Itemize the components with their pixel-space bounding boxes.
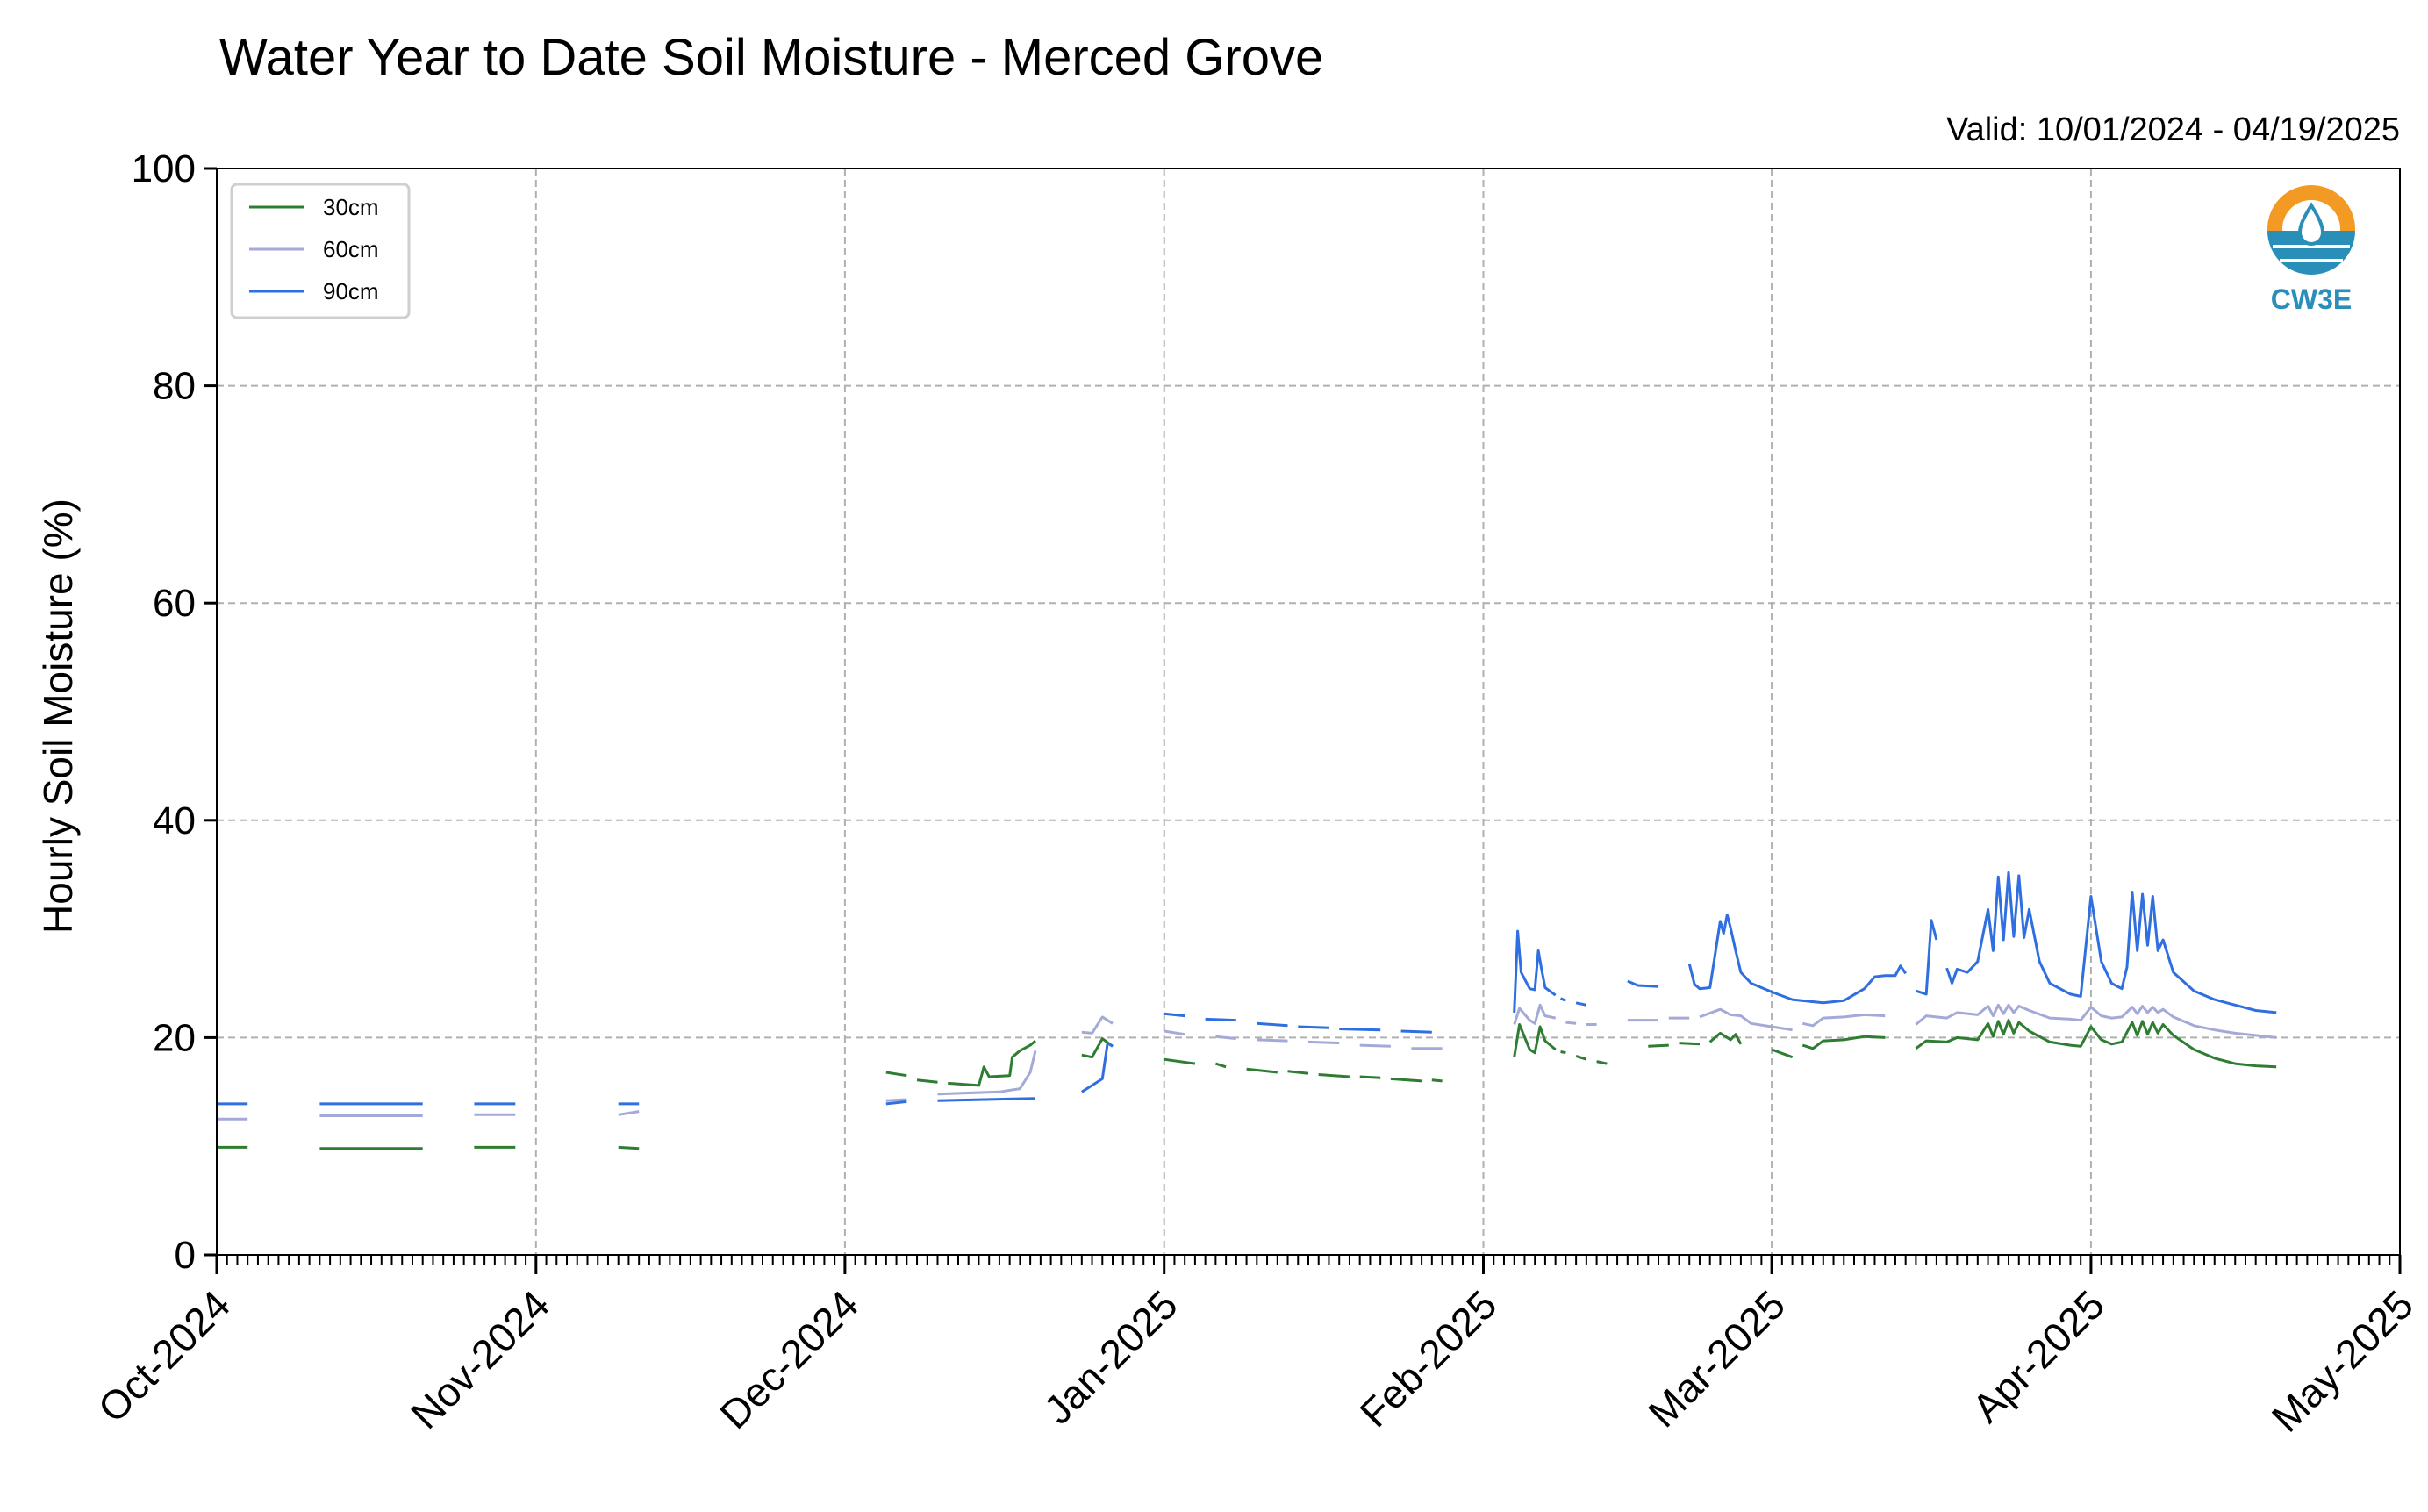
series-line-60cm — [1215, 1035, 1236, 1041]
series-line-90cm — [1164, 1012, 1185, 1018]
series-line-60cm — [1565, 1021, 1577, 1025]
x-tick-label: Feb-2025 — [1351, 1281, 1506, 1436]
legend-label-90cm: 90cm — [323, 278, 379, 305]
series-line-90cm — [1298, 1025, 1329, 1029]
y-axis-label: Hourly Soil Moisture (%) — [35, 498, 81, 934]
series-line-90cm — [1945, 871, 2277, 1014]
x-tick-label: Nov-2024 — [402, 1281, 558, 1437]
series-line-60cm — [1257, 1038, 1288, 1043]
series-line-90cm — [1205, 1017, 1236, 1022]
series-lines — [217, 871, 2277, 1150]
series-60cm — [217, 1003, 2277, 1121]
x-tick-label: May-2025 — [2263, 1281, 2422, 1440]
series-30cm — [217, 1019, 2277, 1150]
logo-text: CW3E — [2271, 283, 2352, 315]
series-line-90cm — [885, 1100, 907, 1106]
y-tick-label: 100 — [132, 147, 196, 190]
series-line-30cm — [1560, 1050, 1566, 1055]
series-line-30cm — [1648, 1043, 1669, 1048]
x-tick-label: Dec-2024 — [711, 1281, 867, 1437]
series-line-90cm — [1575, 1001, 1587, 1007]
series-line-30cm — [1287, 1070, 1309, 1075]
legend-box — [230, 183, 411, 319]
legend-label-60cm: 60cm — [323, 236, 379, 262]
series-line-30cm — [1431, 1078, 1443, 1083]
series-line-60cm — [1699, 1007, 1793, 1032]
series-line-30cm — [1708, 1031, 1743, 1045]
series-line-30cm — [1915, 1019, 2277, 1069]
y-tick-label: 20 — [153, 1016, 196, 1059]
series-line-30cm — [1513, 1023, 1557, 1057]
series-line-60cm — [1081, 1015, 1114, 1035]
series-line-60cm — [937, 1050, 1037, 1096]
series-line-90cm — [1080, 1042, 1114, 1093]
series-line-90cm — [1687, 914, 1907, 1005]
series-line-30cm — [1596, 1060, 1608, 1065]
series-line-30cm — [916, 1078, 938, 1084]
series-line-30cm — [1214, 1062, 1227, 1069]
series-line-30cm — [1359, 1075, 1381, 1079]
series-line-30cm — [1390, 1077, 1422, 1083]
y-tick-label: 40 — [153, 799, 196, 842]
y-tick-label: 0 — [175, 1234, 196, 1277]
series-line-90cm — [1257, 1021, 1288, 1028]
cw3e-logo: CW3E — [2267, 185, 2355, 315]
legend: 30cm 60cm 90cm — [230, 183, 411, 319]
water-drop-icon — [2267, 185, 2355, 275]
x-tick-label: Mar-2025 — [1639, 1281, 1794, 1436]
x-tick-label: Oct-2024 — [90, 1281, 240, 1431]
series-line-90cm — [1339, 1028, 1381, 1032]
series-line-60cm — [1513, 1003, 1557, 1025]
chart-title: Water Year to Date Soil Moisture - Merce… — [219, 29, 1323, 86]
series-line-60cm — [1307, 1040, 1340, 1045]
series-line-90cm — [937, 1097, 1036, 1102]
series-line-90cm — [1400, 1029, 1432, 1034]
y-tick-labels: 0 20 40 60 80 100 — [132, 147, 196, 1277]
series-line-60cm — [1801, 1013, 1886, 1028]
series-line-30cm — [1318, 1073, 1350, 1078]
series-line-30cm — [1801, 1035, 1886, 1050]
series-line-60cm — [618, 1110, 640, 1116]
series-line-60cm — [1915, 1003, 2277, 1039]
series-line-30cm — [885, 1071, 907, 1078]
series-90cm — [217, 871, 2277, 1106]
series-line-90cm — [1627, 979, 1659, 988]
series-line-30cm — [1246, 1067, 1278, 1074]
y-tick-label: 60 — [153, 582, 196, 625]
series-line-30cm — [1679, 1042, 1701, 1046]
plot-frame — [216, 168, 2401, 1256]
series-line-60cm — [1164, 1029, 1185, 1036]
x-tick-label: Apr-2025 — [1963, 1281, 2113, 1431]
y-tick-label: 80 — [153, 365, 196, 408]
series-line-30cm — [618, 1145, 640, 1150]
series-line-90cm — [1915, 919, 1938, 996]
series-line-30cm — [1575, 1054, 1587, 1061]
legend-label-30cm: 30cm — [323, 194, 379, 220]
axes — [204, 167, 2402, 1274]
grid — [217, 168, 2400, 1255]
chart-subtitle: Valid: 10/01/2024 - 04/19/2025 — [1946, 111, 2400, 148]
series-line-30cm — [1771, 1048, 1794, 1059]
series-line-60cm — [1359, 1043, 1391, 1048]
series-line-90cm — [1513, 929, 1557, 1013]
series-line-90cm — [1559, 997, 1566, 1002]
series-line-30cm — [948, 1039, 1036, 1087]
x-tick-labels: Oct-2024 Nov-2024 Dec-2024 Jan-2025 Feb-2025… — [90, 1281, 2423, 1440]
x-tick-label: Jan-2025 — [1035, 1281, 1185, 1432]
series-line-30cm — [1164, 1057, 1196, 1065]
